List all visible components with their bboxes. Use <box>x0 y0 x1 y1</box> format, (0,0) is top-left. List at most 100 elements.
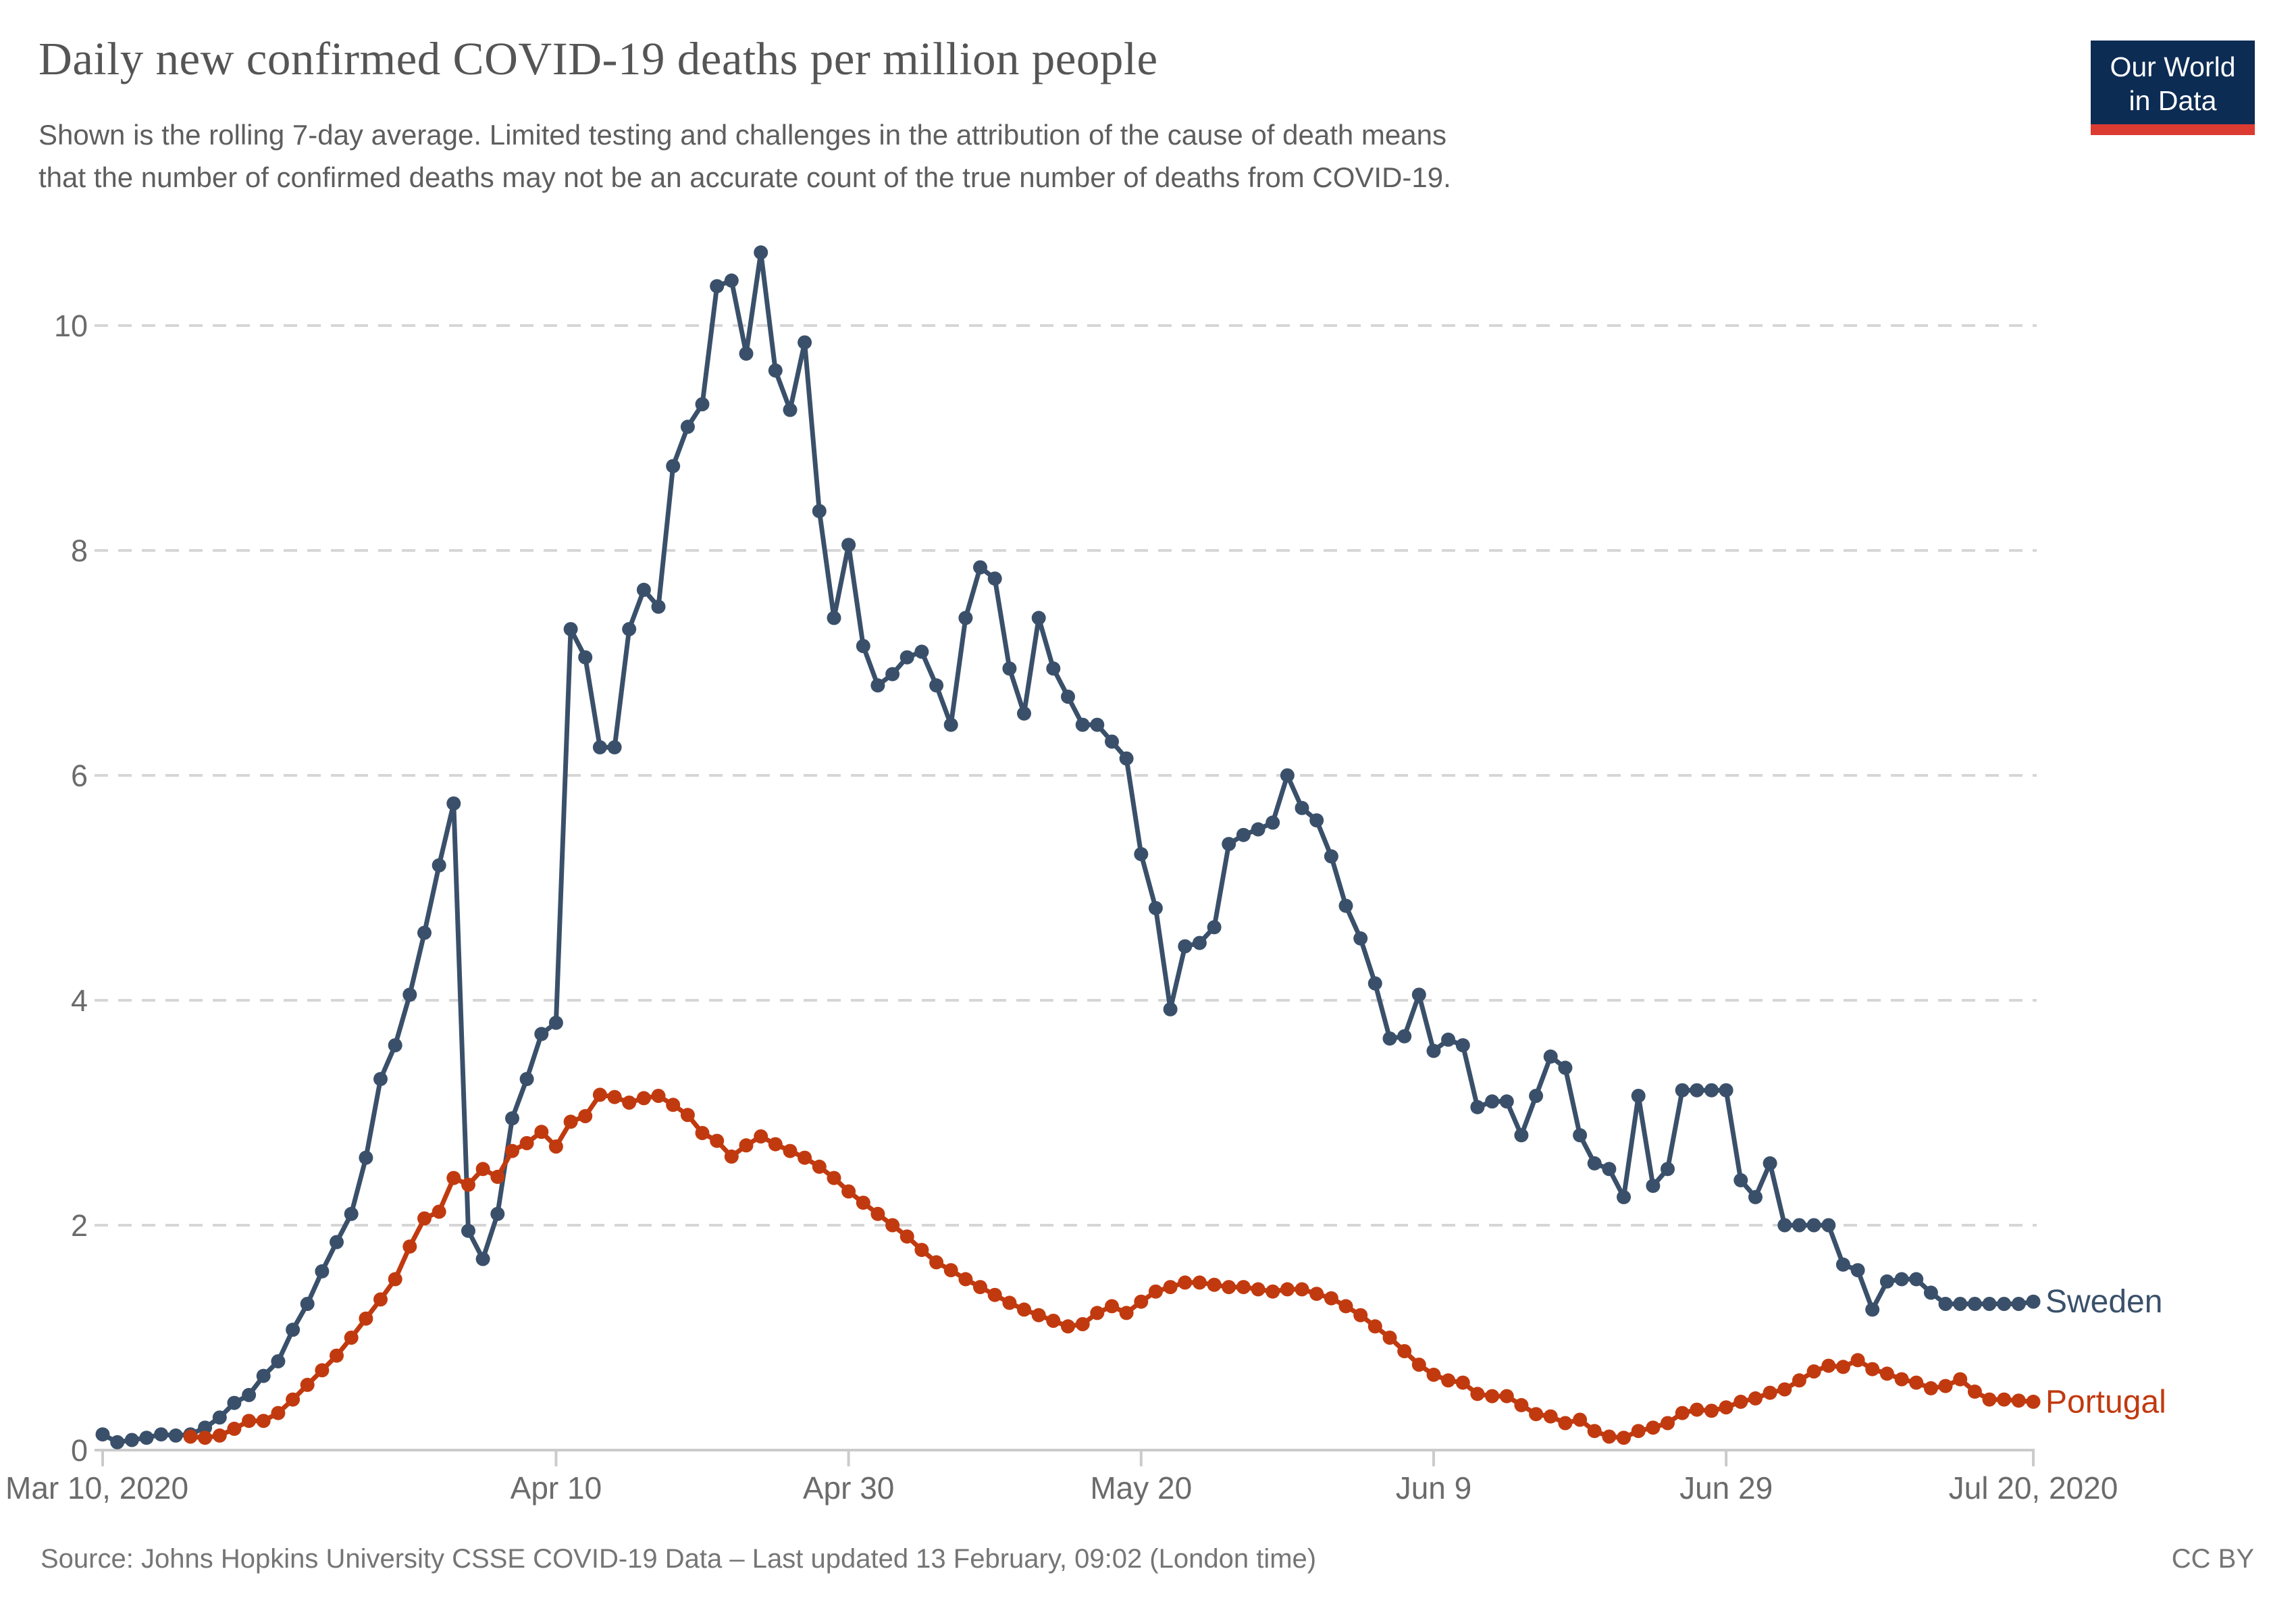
owid-logo: Our World in Data <box>2091 41 2255 135</box>
chart-subtitle: Shown is the rolling 7-day average. Limi… <box>38 113 2037 199</box>
license-link[interactable]: CC BY <box>2171 1544 2254 1574</box>
portugal-data-point <box>519 1136 534 1150</box>
sweden-data-point <box>1338 898 1353 913</box>
portugal-data-point <box>1558 1416 1573 1431</box>
sweden-data-point <box>592 740 607 754</box>
sweden-data-point <box>724 273 739 288</box>
sweden-data-point <box>754 245 768 260</box>
portugal-data-point <box>899 1229 914 1244</box>
y-tick-label-8: 8 <box>71 534 88 568</box>
sweden-data-point <box>110 1435 125 1449</box>
sweden-data-point <box>1982 1297 1997 1311</box>
sweden-data-point <box>885 667 900 681</box>
sweden-data-point <box>1207 920 1222 935</box>
portugal-data-point <box>1192 1275 1207 1290</box>
sweden-data-point <box>710 279 725 294</box>
portugal-data-point <box>1690 1402 1704 1417</box>
portugal-data-point <box>1061 1319 1075 1334</box>
sweden-data-point <box>2026 1294 2041 1309</box>
sweden-data-point <box>1031 611 1046 625</box>
sweden-data-point <box>490 1206 505 1221</box>
portugal-data-point <box>1485 1389 1500 1404</box>
sweden-data-point <box>315 1264 330 1279</box>
sweden-data-point <box>1470 1100 1485 1114</box>
portugal-data-point <box>1646 1420 1661 1435</box>
portugal-data-point <box>1295 1282 1309 1297</box>
sweden-data-point <box>1967 1297 1982 1311</box>
portugal-data-point <box>402 1239 417 1254</box>
sweden-data-point <box>1719 1083 1733 1098</box>
sweden-data-point <box>1850 1263 1865 1278</box>
portugal-data-point <box>1455 1375 1470 1390</box>
portugal-data-point <box>1529 1407 1544 1422</box>
sweden-data-point <box>1075 717 1090 732</box>
portugal-data-point <box>768 1137 783 1152</box>
sweden-data-point <box>1134 847 1149 862</box>
portugal-data-point <box>827 1170 841 1185</box>
sweden-data-point <box>1558 1060 1573 1075</box>
source-note: Source: Johns Hopkins University CSSE CO… <box>41 1544 1317 1574</box>
portugal-data-point <box>754 1129 768 1143</box>
portugal-data-point <box>300 1377 315 1392</box>
y-tick-label-4: 4 <box>71 983 88 1018</box>
portugal-data-point <box>1367 1319 1382 1334</box>
portugal-data-point <box>1163 1280 1178 1295</box>
portugal-data-point <box>1923 1381 1938 1395</box>
sweden-data-point <box>1411 987 1426 1002</box>
portugal-data-point <box>1178 1275 1193 1290</box>
portugal-data-point <box>1134 1294 1149 1309</box>
sweden-data-point <box>1455 1038 1470 1053</box>
portugal-data-point <box>724 1149 739 1164</box>
portugal-data-point <box>607 1089 622 1104</box>
x-tick-label: Jul 20, 2020 <box>1949 1470 2118 1506</box>
sweden-data-point <box>1587 1156 1602 1170</box>
portugal-data-point <box>1631 1424 1646 1439</box>
sweden-data-point <box>1953 1297 1968 1311</box>
sweden-data-point <box>1704 1083 1719 1098</box>
sweden-data-point <box>1280 768 1295 783</box>
y-tick-label-0: 0 <box>71 1433 88 1468</box>
sweden-data-point <box>1543 1049 1558 1064</box>
x-tick-label: Mar 10, 2020 <box>5 1470 188 1506</box>
sweden-data-point <box>666 459 681 473</box>
sweden-data-point <box>1090 717 1105 732</box>
portugal-data-point <box>1338 1299 1353 1314</box>
portugal-data-point <box>1953 1372 1968 1387</box>
portugal-data-point <box>286 1392 301 1407</box>
sweden-data-point <box>798 335 812 350</box>
portugal-data-point <box>548 1139 563 1154</box>
sweden-data-point <box>1821 1218 1836 1233</box>
portugal-data-point <box>1865 1362 1880 1376</box>
sweden-data-point <box>1353 931 1368 946</box>
portugal-data-point <box>578 1109 593 1123</box>
portugal-data-point <box>1733 1394 1748 1409</box>
sweden-data-point <box>1046 661 1061 676</box>
portugal-data-point <box>2026 1394 2041 1409</box>
portugal-data-point <box>490 1169 505 1184</box>
portugal-data-point <box>330 1348 344 1363</box>
sweden-data-point <box>914 644 929 659</box>
sweden-data-point <box>1923 1285 1938 1300</box>
sweden-data-point <box>929 678 944 693</box>
portugal-data-point <box>1602 1429 1617 1444</box>
sweden-data-point <box>841 538 856 552</box>
portugal-data-point <box>271 1406 286 1420</box>
portugal-data-point <box>373 1292 388 1307</box>
portugal-data-point <box>1982 1392 1997 1407</box>
sweden-data-point <box>330 1235 344 1250</box>
portugal-data-point <box>783 1143 798 1158</box>
portugal-data-point <box>1222 1280 1236 1295</box>
portugal-data-point <box>1046 1314 1061 1328</box>
sweden-data-point <box>256 1368 271 1383</box>
portugal-data-point <box>446 1170 461 1185</box>
sweden-data-point <box>987 571 1002 586</box>
sweden-data-point <box>1777 1218 1792 1233</box>
sweden-data-point <box>578 650 593 665</box>
portugal-data-point <box>1894 1372 1909 1387</box>
portugal-data-point <box>432 1204 446 1219</box>
sweden-data-point <box>1602 1162 1617 1177</box>
portugal-data-point <box>1426 1367 1441 1382</box>
portugal-data-point <box>1573 1412 1588 1427</box>
sweden-data-point <box>1266 815 1280 830</box>
sweden-data-point <box>870 678 885 693</box>
